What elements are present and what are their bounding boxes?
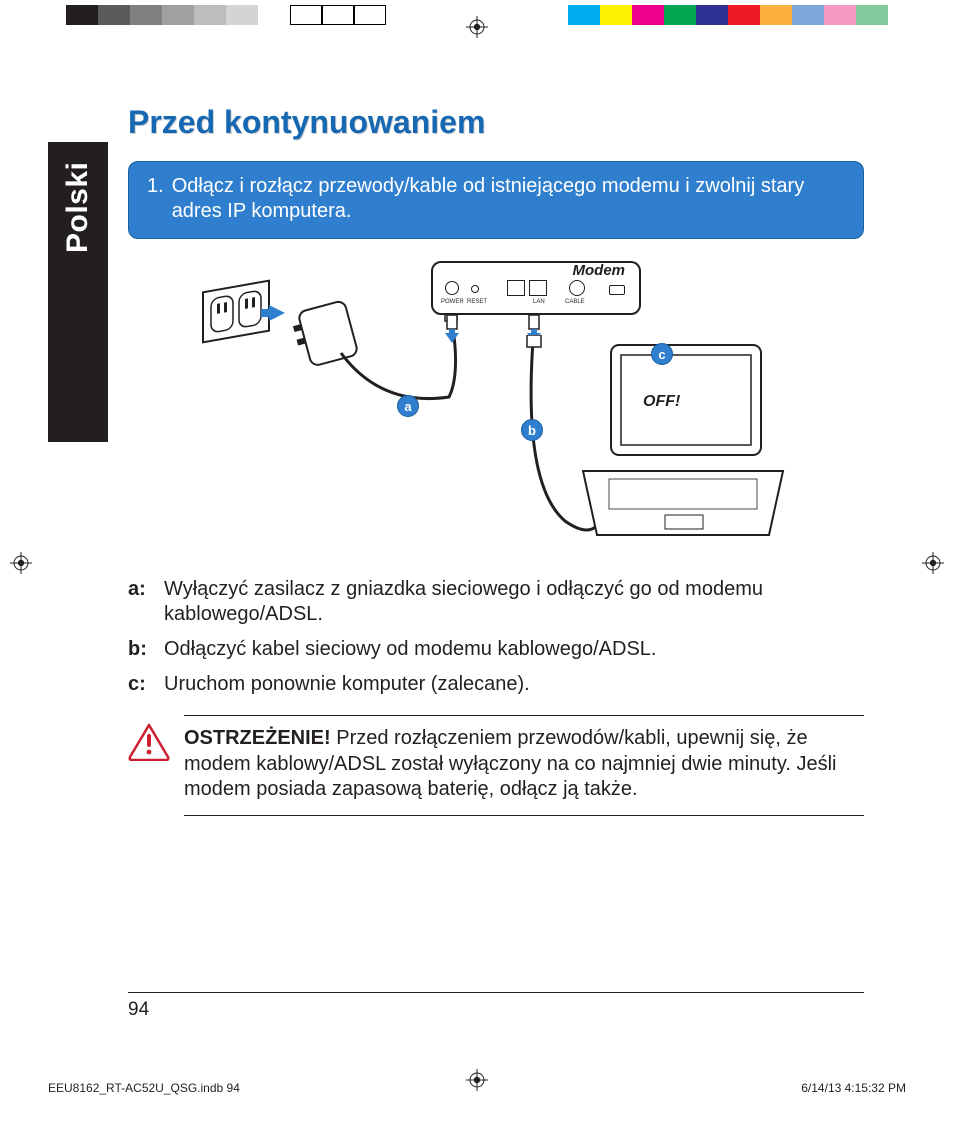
port-label-cable: CABLE <box>565 299 585 305</box>
callout-b: b <box>521 419 543 441</box>
warning-icon <box>128 723 170 761</box>
modem-label: Modem <box>573 262 626 279</box>
registration-mark-icon <box>466 16 488 38</box>
port-label-lan: LAN <box>533 299 545 305</box>
port-label-power: POWER <box>441 299 464 305</box>
unplug-arrow-icon <box>443 315 461 343</box>
substep-c-label: c: <box>128 672 156 697</box>
substep-a-text: Wyłączyć zasilacz z gniazdka sieciowego … <box>164 577 864 627</box>
footer-timestamp: 6/14/13 4:15:32 PM <box>801 1081 906 1095</box>
substep-b-text: Odłączyć kabel sieciowy od modemu kablow… <box>164 637 656 662</box>
substep-c-text: Uruchom ponownie komputer (zalecane). <box>164 672 530 697</box>
step-number: 1. <box>147 174 164 224</box>
wall-outlet-icon <box>199 279 285 357</box>
warning-text: OSTRZEŻENIE! Przed rozłączeniem przewodó… <box>184 715 864 816</box>
language-tab: Polski <box>48 142 108 442</box>
step-text: Odłącz i rozłącz przewody/kable od istni… <box>172 174 845 224</box>
page-number: 94 <box>128 992 864 1021</box>
warning-title: OSTRZEŻENIE! <box>184 727 331 749</box>
page-frame: Polski Przed kontynuowaniem 1. Odłącz i … <box>48 68 906 1065</box>
modem-icon: Modem POWER RESET LAN CABLE <box>431 261 641 315</box>
page-heading: Przed kontynuowaniem <box>128 104 864 141</box>
diagram: Modem POWER RESET LAN CABLE <box>128 261 864 551</box>
registration-mark-icon <box>10 552 32 574</box>
substep-a-label: a: <box>128 577 156 627</box>
port-label-reset: RESET <box>467 299 487 305</box>
print-footer: EEU8162_RT-AC52U_QSG.indb 94 6/14/13 4:1… <box>48 1081 906 1095</box>
registration-mark-icon <box>922 552 944 574</box>
step-box: 1. Odłącz i rozłącz przewody/kable od is… <box>128 161 864 239</box>
substep-b-label: b: <box>128 637 156 662</box>
laptop-icon <box>573 339 793 539</box>
callout-a: a <box>397 395 419 417</box>
footer-filename: EEU8162_RT-AC52U_QSG.indb 94 <box>48 1081 240 1095</box>
callout-c: c <box>651 343 673 365</box>
substeps-list: a:Wyłączyć zasilacz z gniazdka siecioweg… <box>128 577 864 697</box>
laptop-screen-text: OFF! <box>643 393 680 411</box>
